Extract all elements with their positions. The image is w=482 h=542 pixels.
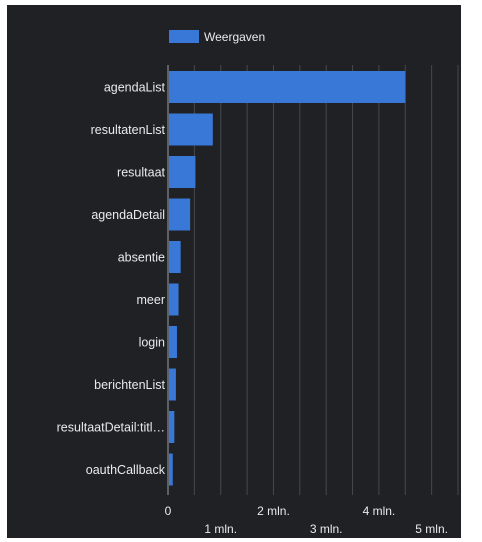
category-label-7: berichtenList xyxy=(94,378,165,392)
bar-4[interactable] xyxy=(169,241,181,273)
legend-swatch xyxy=(169,30,199,43)
x-tick-label-2: 2 mln. xyxy=(257,504,290,518)
category-label-9: oauthCallback xyxy=(86,463,166,477)
bar-0[interactable] xyxy=(169,71,406,103)
bar-8[interactable] xyxy=(169,411,175,443)
gridlines xyxy=(167,65,459,495)
category-label-6: login xyxy=(139,336,165,350)
x-tick-label-5: 5 mln. xyxy=(415,522,448,536)
bar-7[interactable] xyxy=(169,368,176,401)
legend-label: Weergaven xyxy=(204,30,265,44)
category-label-1: resultatenList xyxy=(91,123,166,137)
bar-9[interactable] xyxy=(169,453,173,486)
category-label-4: absentie xyxy=(118,251,165,265)
category-label-8: resultaatDetail:titl… xyxy=(57,421,165,435)
bar-1[interactable] xyxy=(169,113,213,146)
bar-3[interactable] xyxy=(169,198,191,231)
x-axis-tick-labels: 0 1 mln. 2 mln. 3 mln. 4 mln. 5 mln. xyxy=(165,504,448,536)
bar-2[interactable] xyxy=(169,156,196,188)
category-label-5: meer xyxy=(137,293,165,307)
chart-panel: Weergaven agendaList resultatenList result… xyxy=(7,5,461,538)
category-label-3: agendaDetail xyxy=(91,208,165,222)
category-label-0: agendaList xyxy=(104,81,166,95)
bar-5[interactable] xyxy=(169,283,179,316)
category-label-2: resultaat xyxy=(117,166,165,180)
bar-6[interactable] xyxy=(169,326,177,358)
x-tick-label-4: 4 mln. xyxy=(363,504,396,518)
x-tick-label-3: 3 mln. xyxy=(310,522,343,536)
legend[interactable]: Weergaven xyxy=(169,30,265,44)
bar-chart: Weergaven agendaList resultatenList result… xyxy=(7,5,461,538)
x-tick-label-0: 0 xyxy=(165,504,172,518)
x-tick-label-1: 1 mln. xyxy=(204,522,237,536)
category-labels: agendaList resultatenList resultaat agendaD… xyxy=(57,81,166,478)
bars xyxy=(169,71,406,486)
